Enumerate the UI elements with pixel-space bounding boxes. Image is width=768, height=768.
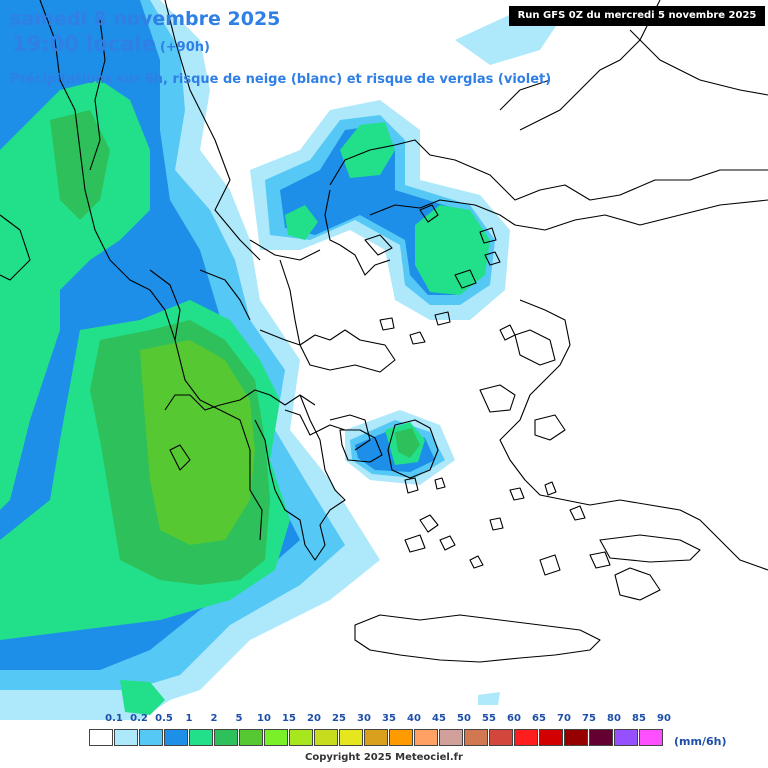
legend-tick-label: 55 bbox=[482, 713, 496, 724]
legend-tick-label: 75 bbox=[582, 713, 596, 724]
legend-tick-label: 65 bbox=[532, 713, 546, 724]
legend-swatch bbox=[264, 729, 288, 746]
legend-swatch bbox=[239, 729, 263, 746]
copyright: Copyright 2025 Meteociel.fr bbox=[305, 752, 463, 763]
legend-tick-label: 60 bbox=[507, 713, 521, 724]
legend-swatch bbox=[164, 729, 188, 746]
legend-ticks: 0.1 0.2 0.5 1 2 5 10 15 20 25 30 35 40 45 50 55 60 65 70 75… bbox=[89, 713, 679, 727]
legend-tick-label: 15 bbox=[282, 713, 296, 724]
legend-swatch bbox=[214, 729, 238, 746]
legend-swatches bbox=[89, 729, 679, 746]
legend-swatch bbox=[639, 729, 663, 746]
legend-tick-label: 10 bbox=[257, 713, 271, 724]
coastlines-and-borders bbox=[0, 0, 768, 663]
legend-tick-label: 40 bbox=[407, 713, 421, 724]
map-subtitle: Précipitations sur 6h, risque de neige (… bbox=[10, 72, 552, 87]
legend-swatch bbox=[114, 729, 138, 746]
legend-swatch bbox=[364, 729, 388, 746]
legend-swatch bbox=[289, 729, 313, 746]
legend-swatch bbox=[339, 729, 363, 746]
legend-tick-label: 25 bbox=[332, 713, 346, 724]
legend-swatch bbox=[414, 729, 438, 746]
forecast-time-label: 19:00 locale bbox=[12, 32, 156, 56]
legend-tick-label: 2 bbox=[210, 713, 218, 724]
legend-swatch bbox=[539, 729, 563, 746]
forecast-offset: (+90h) bbox=[159, 40, 210, 55]
legend-swatch bbox=[139, 729, 163, 746]
forecast-date: samedi 8 novembre 2025 bbox=[10, 8, 281, 30]
color-legend: 0.1 0.2 0.5 1 2 5 10 15 20 25 30 35 40 45 50 55 60 65 70 75… bbox=[89, 713, 679, 746]
legend-tick-label: 35 bbox=[382, 713, 396, 724]
legend-swatch bbox=[614, 729, 638, 746]
legend-swatch bbox=[564, 729, 588, 746]
legend-tick-label: 70 bbox=[557, 713, 571, 724]
legend-swatch bbox=[389, 729, 413, 746]
legend-tick-label: 1 bbox=[185, 713, 193, 724]
legend-swatch bbox=[589, 729, 613, 746]
legend-swatch bbox=[439, 729, 463, 746]
run-info-badge: Run GFS 0Z du mercredi 5 novembre 2025 bbox=[509, 6, 765, 26]
legend-tick-label: 0.1 bbox=[105, 713, 123, 724]
legend-tick-label: 80 bbox=[607, 713, 621, 724]
legend-tick-label: 20 bbox=[307, 713, 321, 724]
legend-tick-label: 50 bbox=[457, 713, 471, 724]
legend-swatch bbox=[189, 729, 213, 746]
legend-tick-label: 85 bbox=[632, 713, 646, 724]
legend-swatch bbox=[89, 729, 113, 746]
legend-tick-label: 0.5 bbox=[155, 713, 173, 724]
legend-swatch bbox=[464, 729, 488, 746]
legend-swatch bbox=[314, 729, 338, 746]
legend-tick-label: 90 bbox=[657, 713, 671, 724]
legend-swatch bbox=[489, 729, 513, 746]
legend-tick-label: 5 bbox=[235, 713, 243, 724]
legend-tick-label: 0.2 bbox=[130, 713, 148, 724]
forecast-time: 19:00 locale (+90h) bbox=[12, 32, 210, 56]
legend-unit: (mm/6h) bbox=[674, 735, 727, 748]
legend-swatch bbox=[514, 729, 538, 746]
legend-tick-label: 30 bbox=[357, 713, 371, 724]
precipitation-layer bbox=[0, 0, 560, 720]
legend-tick-label: 45 bbox=[432, 713, 446, 724]
